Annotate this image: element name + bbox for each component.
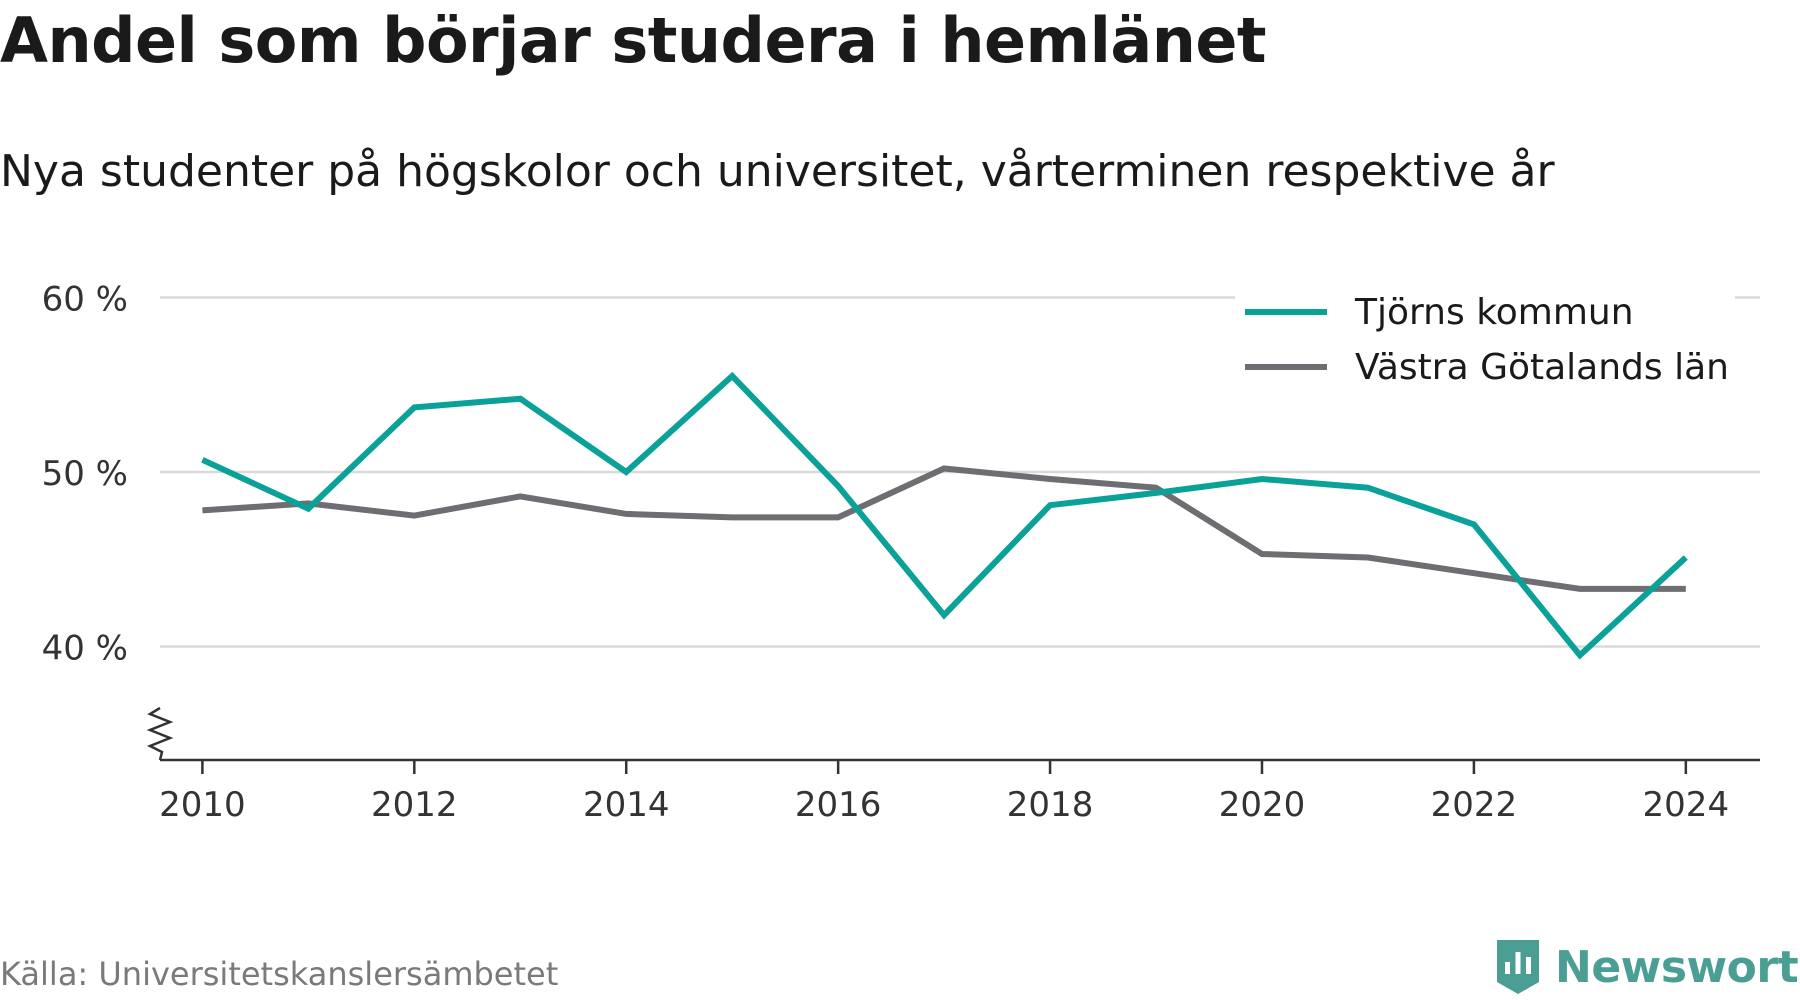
- newsworthy-logo: Newsworthy: [1493, 938, 1800, 996]
- newsworthy-logo-icon: [1497, 940, 1539, 994]
- x-tick-label: 2016: [795, 785, 882, 825]
- newsworthy-logo-text: Newsworthy: [1555, 941, 1800, 993]
- x-tick-label: 2022: [1431, 785, 1518, 825]
- x-tick-label: 2020: [1219, 785, 1306, 825]
- chart-title: Andel som börjar studera i hemlänet: [0, 4, 1267, 77]
- line-chart: 40 % 50 % 60 % 2010 2012 2014 2016 2018 2020 202…: [42, 278, 1760, 825]
- y-tick-label: 50 %: [42, 454, 128, 494]
- x-axis: [146, 706, 1760, 774]
- x-tick-label: 2012: [371, 785, 458, 825]
- legend-label-vastra-gotalands-lan: Västra Götalands län: [1355, 347, 1729, 388]
- y-tick-label: 60 %: [42, 279, 128, 319]
- chart-subtitle: Nya studenter på högskolor och universit…: [0, 146, 1555, 197]
- y-axis-labels: 40 % 50 % 60 %: [42, 279, 128, 668]
- series-vastra-gotalands-lan: [202, 465, 1686, 592]
- x-axis-labels: 2010 2012 2014 2016 2018 2020 2022 2024: [159, 785, 1729, 825]
- legend-label-tjorns-kommun: Tjörns kommun: [1354, 292, 1634, 333]
- legend: Tjörns kommun Västra Götalands län: [1235, 278, 1735, 390]
- series-lines: [201, 371, 1688, 660]
- x-tick-label: 2014: [583, 785, 670, 825]
- y-tick-label: 40 %: [42, 629, 128, 669]
- x-tick-label: 2024: [1643, 785, 1730, 825]
- x-tick-label: 2018: [1007, 785, 1094, 825]
- series-line-vastra-gotalands-lan: [202, 465, 1686, 592]
- source-note: Källa: Universitetskanslersämbetet: [0, 955, 559, 993]
- x-tick-label: 2010: [159, 785, 246, 825]
- y-axis-break-icon: [146, 706, 174, 761]
- legend-background: [1235, 278, 1735, 390]
- series-tjorns-kommun: [201, 371, 1688, 660]
